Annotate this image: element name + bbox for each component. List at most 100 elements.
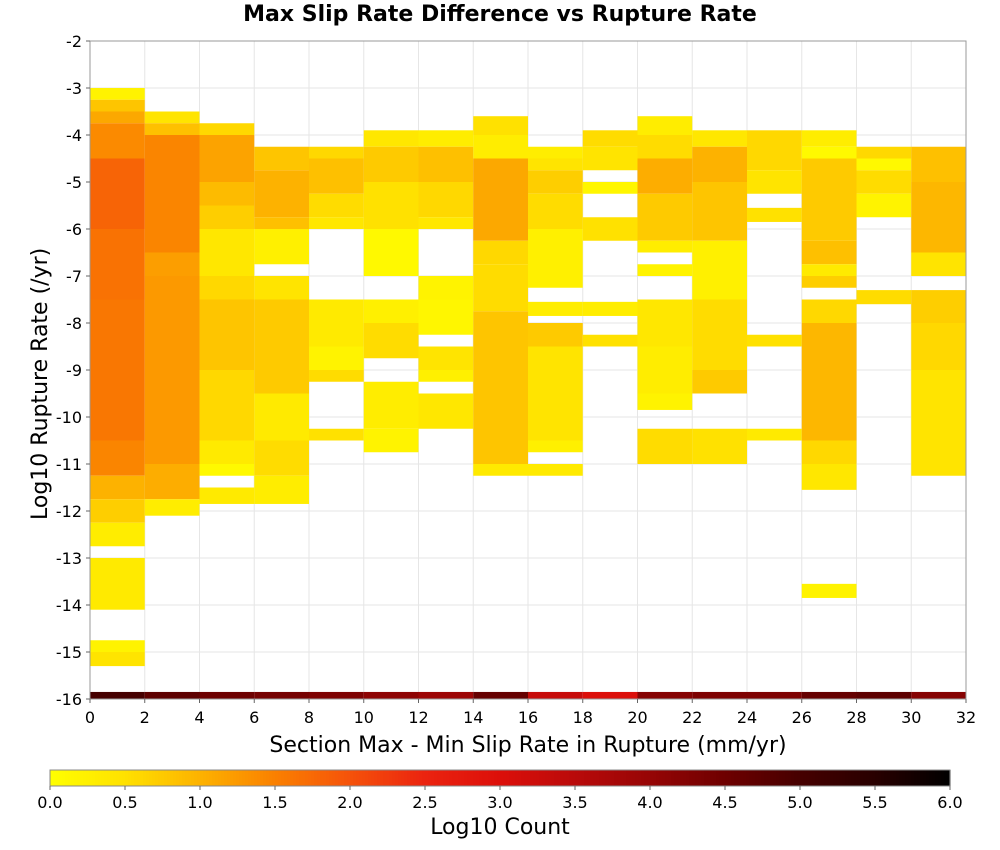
colorbar-swatch: [689, 770, 693, 786]
heatmap-cell: [418, 182, 474, 218]
colorbar-swatch: [602, 770, 606, 786]
colorbar-tick-label: 5.0: [787, 793, 812, 812]
heatmap-cell: [473, 264, 528, 312]
colorbar-swatch: [785, 770, 789, 786]
heatmap-cell: [309, 158, 364, 194]
heatmap-cell: [363, 381, 419, 429]
colorbar-swatch: [593, 770, 597, 786]
heatmap-cell: [692, 370, 747, 394]
colorbar-swatch: [83, 770, 87, 786]
colorbar-swatch: [269, 770, 273, 786]
colorbar-swatch: [389, 770, 393, 786]
x-tick-label: 26: [792, 708, 812, 727]
colorbar-swatch: [158, 770, 162, 786]
colorbar-swatch: [248, 770, 252, 786]
colorbar-swatch: [797, 770, 801, 786]
x-tick-label: 8: [304, 708, 314, 727]
colorbar-swatch: [929, 770, 933, 786]
colorbar-swatch: [533, 770, 537, 786]
colorbar-swatch: [242, 770, 246, 786]
colorbar-swatch: [569, 770, 573, 786]
colorbar-tick-label: 1.0: [187, 793, 212, 812]
heatmap-cell: [473, 311, 528, 417]
heatmap-cell: [309, 146, 364, 159]
colorbar-swatch: [293, 770, 297, 786]
colorbar-swatch: [611, 770, 615, 786]
colorbar-swatch: [350, 770, 354, 786]
heatmap-cell: [747, 130, 802, 171]
colorbar-swatch: [482, 770, 486, 786]
colorbar-swatch: [188, 770, 192, 786]
colorbar-swatch: [764, 770, 768, 786]
colorbar-swatch: [653, 770, 657, 786]
colorbar-swatch: [818, 770, 822, 786]
colorbar-swatch: [728, 770, 732, 786]
colorbar-swatch: [566, 770, 570, 786]
x-tick-label: 10: [354, 708, 374, 727]
colorbar-swatch: [479, 770, 483, 786]
colorbar-swatch: [710, 770, 714, 786]
colorbar-swatch: [356, 770, 360, 786]
colorbar-swatch: [608, 770, 612, 786]
heatmap-cell: [528, 464, 583, 476]
colorbar-swatch: [866, 770, 870, 786]
colorbar-swatch: [215, 770, 219, 786]
colorbar-swatch: [446, 770, 450, 786]
colorbar-swatch: [932, 770, 936, 786]
heatmap-cell: [254, 691, 309, 699]
heatmap-cell: [473, 417, 528, 464]
colorbar-swatch: [755, 770, 759, 786]
colorbar-swatch: [926, 770, 930, 786]
colorbar-swatch: [122, 770, 126, 786]
heatmap-cell: [473, 691, 528, 699]
heatmap-cell: [801, 583, 857, 598]
colorbar-swatch: [863, 770, 867, 786]
colorbar-swatch: [854, 770, 858, 786]
heatmap-cell: [363, 182, 419, 229]
colorbar-swatch: [722, 770, 726, 786]
heatmap-cell: [309, 193, 364, 218]
heatmap-cell: [418, 691, 474, 699]
colorbar-swatch: [428, 770, 432, 786]
heatmap-cell: [692, 240, 747, 300]
colorbar-swatch: [221, 770, 225, 786]
colorbar-swatch: [452, 770, 456, 786]
colorbar-swatch: [146, 770, 150, 786]
heatmap-cell: [582, 146, 638, 171]
heatmap-cell: [528, 440, 583, 453]
colorbar-swatch: [656, 770, 660, 786]
chart-title: Max Slip Rate Difference vs Rupture Rate: [243, 2, 757, 27]
heatmap-cell: [801, 440, 857, 464]
heatmap-cell: [911, 146, 966, 182]
heatmap-cell: [582, 334, 638, 347]
heatmap-cell: [254, 475, 309, 504]
colorbar-swatch: [824, 770, 828, 786]
heatmap-cell: [747, 334, 802, 347]
heatmap-cell: [856, 170, 912, 194]
y-tick-label: -16: [56, 690, 82, 709]
colorbar-swatch: [680, 770, 684, 786]
colorbar-swatch: [422, 770, 426, 786]
colorbar-swatch: [578, 770, 582, 786]
colorbar-tick-label: 0.0: [37, 793, 62, 812]
colorbar-swatch: [626, 770, 630, 786]
heatmap-cell: [528, 146, 583, 159]
heatmap-cell: [473, 464, 528, 476]
heatmap-cell: [692, 691, 747, 699]
heatmap-cell: [911, 323, 966, 370]
colorbar-swatch: [317, 770, 321, 786]
heatmap-cell: [90, 558, 145, 610]
colorbar-swatch: [326, 770, 330, 786]
heatmap-cell: [911, 370, 966, 476]
colorbar-swatch: [311, 770, 315, 786]
colorbar-swatch: [314, 770, 318, 786]
y-tick-label: -11: [56, 455, 82, 474]
heatmap-cell: [528, 301, 583, 316]
colorbar-swatch: [731, 770, 735, 786]
heatmap-cell: [747, 428, 802, 441]
heatmap-cell: [199, 370, 255, 441]
heatmap-cell: [528, 193, 583, 229]
colorbar-swatch: [89, 770, 93, 786]
colorbar-swatch: [836, 770, 840, 786]
colorbar-swatch: [179, 770, 183, 786]
